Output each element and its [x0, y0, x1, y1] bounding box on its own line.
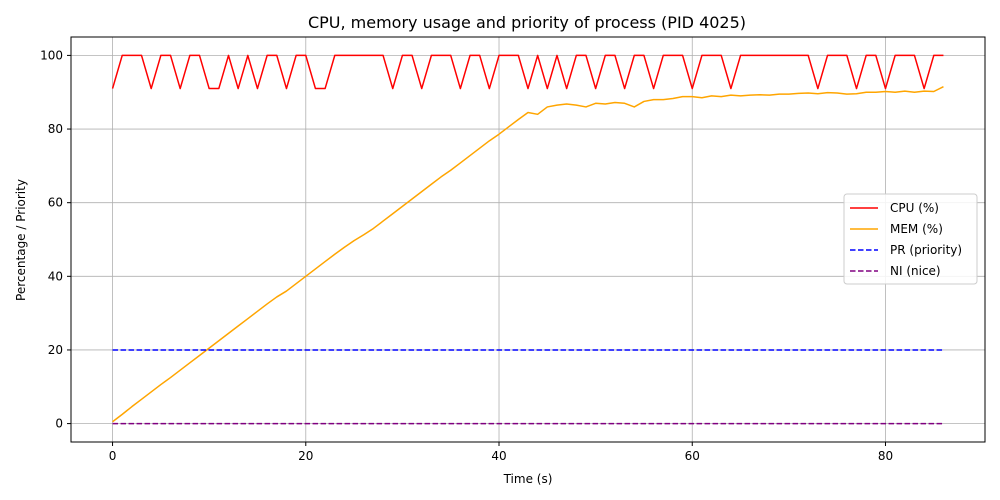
y-axis-label: Percentage / Priority [14, 179, 28, 301]
series-line-mem [112, 86, 944, 423]
series-line-cpu [111, 54, 944, 90]
y-tick-label: 0 [55, 417, 63, 431]
legend-box [843, 193, 978, 285]
series-lines [111, 54, 944, 425]
x-axis-label: Time (s) [503, 472, 553, 486]
axis-ticks: 0 20 40 60 80 0 20 40 60 80 100 [40, 48, 893, 463]
chart-title: CPU, memory usage and priority of proces… [308, 13, 746, 32]
legend-label-mem: MEM (%) [890, 222, 943, 236]
legend-label-pr-priority: PR (priority) [890, 243, 962, 257]
x-tick-label: 40 [491, 449, 506, 463]
y-tick-label: 60 [48, 196, 63, 210]
x-tick-label: 60 [685, 449, 700, 463]
y-tick-label: 20 [48, 343, 63, 357]
y-tick-label: 40 [48, 269, 63, 283]
y-tick-label: 100 [40, 48, 63, 62]
x-tick-label: 80 [878, 449, 893, 463]
legend-label-ni-nice: NI (nice) [890, 264, 941, 278]
plot-frame [70, 36, 986, 443]
x-tick-label: 0 [109, 449, 117, 463]
y-tick-label: 80 [48, 122, 63, 136]
x-tick-label: 20 [298, 449, 313, 463]
legend: CPU (%) MEM (%) PR (priority) NI (nice) [843, 193, 978, 285]
legend-label-cpu: CPU (%) [890, 201, 939, 215]
